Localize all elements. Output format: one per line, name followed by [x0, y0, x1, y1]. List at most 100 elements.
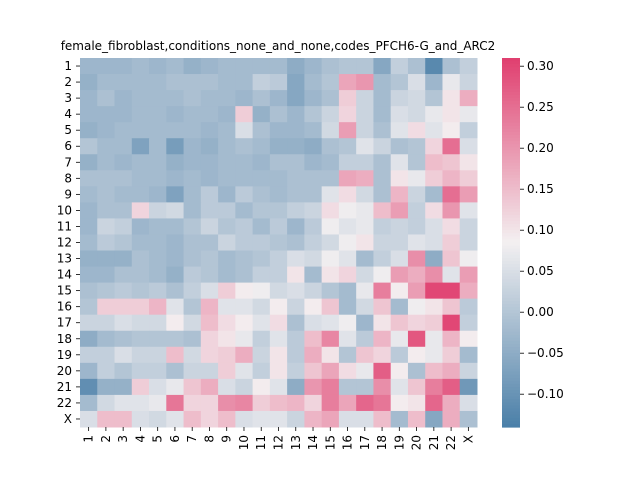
heatmap-cell	[166, 74, 185, 91]
x-tick-label: 7	[185, 435, 199, 443]
heatmap-cell	[269, 58, 288, 75]
heatmap-cell	[218, 122, 236, 139]
colorbar-segment	[502, 168, 520, 173]
heatmap-cell	[338, 170, 357, 187]
heatmap-cell	[356, 186, 374, 203]
heatmap-cell	[321, 106, 340, 123]
colorbar-segment	[502, 202, 520, 207]
heatmap-cell	[459, 330, 478, 348]
heatmap-cell	[183, 58, 202, 75]
heatmap-cell	[114, 90, 133, 107]
heatmap-cell	[131, 202, 150, 219]
colorbar-segment	[502, 153, 520, 157]
heatmap-cell	[459, 170, 478, 187]
heatmap-cell	[131, 90, 150, 107]
heatmap-cell	[425, 90, 443, 107]
heatmap-cell	[200, 266, 219, 284]
heatmap-cell	[97, 378, 116, 396]
heatmap-cell	[442, 266, 461, 284]
colorbar-segment	[502, 171, 520, 176]
colorbar-segment	[502, 73, 520, 78]
heatmap-cell	[356, 362, 374, 380]
colorbar-segment	[502, 353, 520, 357]
heatmap-cell	[356, 138, 374, 155]
heatmap-cell	[80, 282, 98, 300]
heatmap-cell	[131, 122, 150, 139]
colorbar-segment	[502, 82, 520, 87]
colorbar-tick-label: −0.10	[527, 387, 564, 401]
heatmap-cell	[97, 410, 116, 428]
heatmap-cell	[321, 234, 340, 252]
y-tick-label: 16	[57, 300, 72, 314]
heatmap-cell	[459, 122, 478, 139]
heatmap-cell	[373, 234, 392, 252]
heatmap-cell	[149, 138, 167, 155]
heatmap-cell	[304, 154, 323, 171]
heatmap-cell	[183, 234, 202, 252]
heatmap-cell	[200, 106, 219, 123]
heatmap-cell	[166, 266, 185, 284]
heatmap-cell	[235, 266, 254, 284]
heatmap-cell	[407, 394, 426, 412]
heatmap-cell	[235, 314, 254, 332]
heatmap-cell	[200, 362, 219, 380]
heatmap-cell	[338, 266, 357, 284]
colorbar-segment	[502, 67, 520, 71]
colorbar-tick-label: 0.30	[527, 59, 554, 73]
heatmap-cell	[183, 202, 202, 219]
heatmap-cell	[321, 362, 340, 380]
heatmap-cell	[252, 90, 271, 107]
heatmap-cell	[200, 138, 219, 155]
heatmap-cell	[149, 234, 167, 252]
heatmap-cell	[114, 106, 133, 123]
heatmap-cell	[459, 378, 478, 396]
heatmap-cell	[97, 346, 116, 364]
heatmap-cell	[356, 170, 374, 187]
heatmap-cell	[373, 394, 392, 412]
heatmap-cell	[114, 362, 133, 380]
heatmap-cell	[338, 346, 357, 364]
x-tick-label: 8	[202, 435, 216, 443]
heatmap-cell	[304, 282, 323, 300]
heatmap-cell	[390, 346, 409, 364]
heatmap-cell	[252, 410, 271, 428]
heatmap-cell	[269, 298, 288, 316]
colorbar-segment	[502, 224, 520, 228]
y-tick-label: 18	[57, 332, 72, 346]
heatmap-cell	[218, 410, 236, 428]
heatmap-cell	[304, 122, 323, 139]
heatmap-cell	[183, 378, 202, 396]
heatmap-cell	[131, 154, 150, 171]
heatmap-cell	[235, 58, 254, 75]
heatmap-cell	[131, 74, 150, 91]
colorbar-segment	[502, 285, 520, 290]
heatmap-cell	[390, 186, 409, 203]
heatmap-cell	[356, 58, 374, 75]
heatmap-cells	[80, 58, 478, 428]
heatmap-cell	[338, 202, 357, 219]
heatmap-cell	[390, 282, 409, 300]
heatmap-cell	[442, 314, 461, 332]
heatmap-cell	[183, 410, 202, 428]
heatmap-cell	[459, 314, 478, 332]
colorbar-segment	[502, 214, 520, 219]
heatmap-cell	[235, 170, 254, 187]
heatmap-cell	[407, 250, 426, 268]
heatmap-cell	[390, 330, 409, 348]
colorbar-segment	[502, 174, 520, 179]
heatmap-cell	[131, 186, 150, 203]
heatmap-cell	[356, 90, 374, 107]
colorbar-segment	[502, 128, 520, 133]
heatmap-cell	[459, 410, 478, 428]
colorbar-segment	[502, 227, 520, 231]
heatmap-cell	[287, 330, 305, 348]
heatmap-cell	[183, 154, 202, 171]
heatmap-cell	[442, 234, 461, 252]
heatmap-cell	[425, 202, 443, 219]
colorbar-segment	[502, 417, 520, 422]
heatmap-cell	[252, 138, 271, 155]
heatmap-cell	[356, 346, 374, 364]
heatmap-cell	[200, 202, 219, 219]
heatmap-cell	[200, 170, 219, 187]
heatmap-cell	[459, 218, 478, 235]
